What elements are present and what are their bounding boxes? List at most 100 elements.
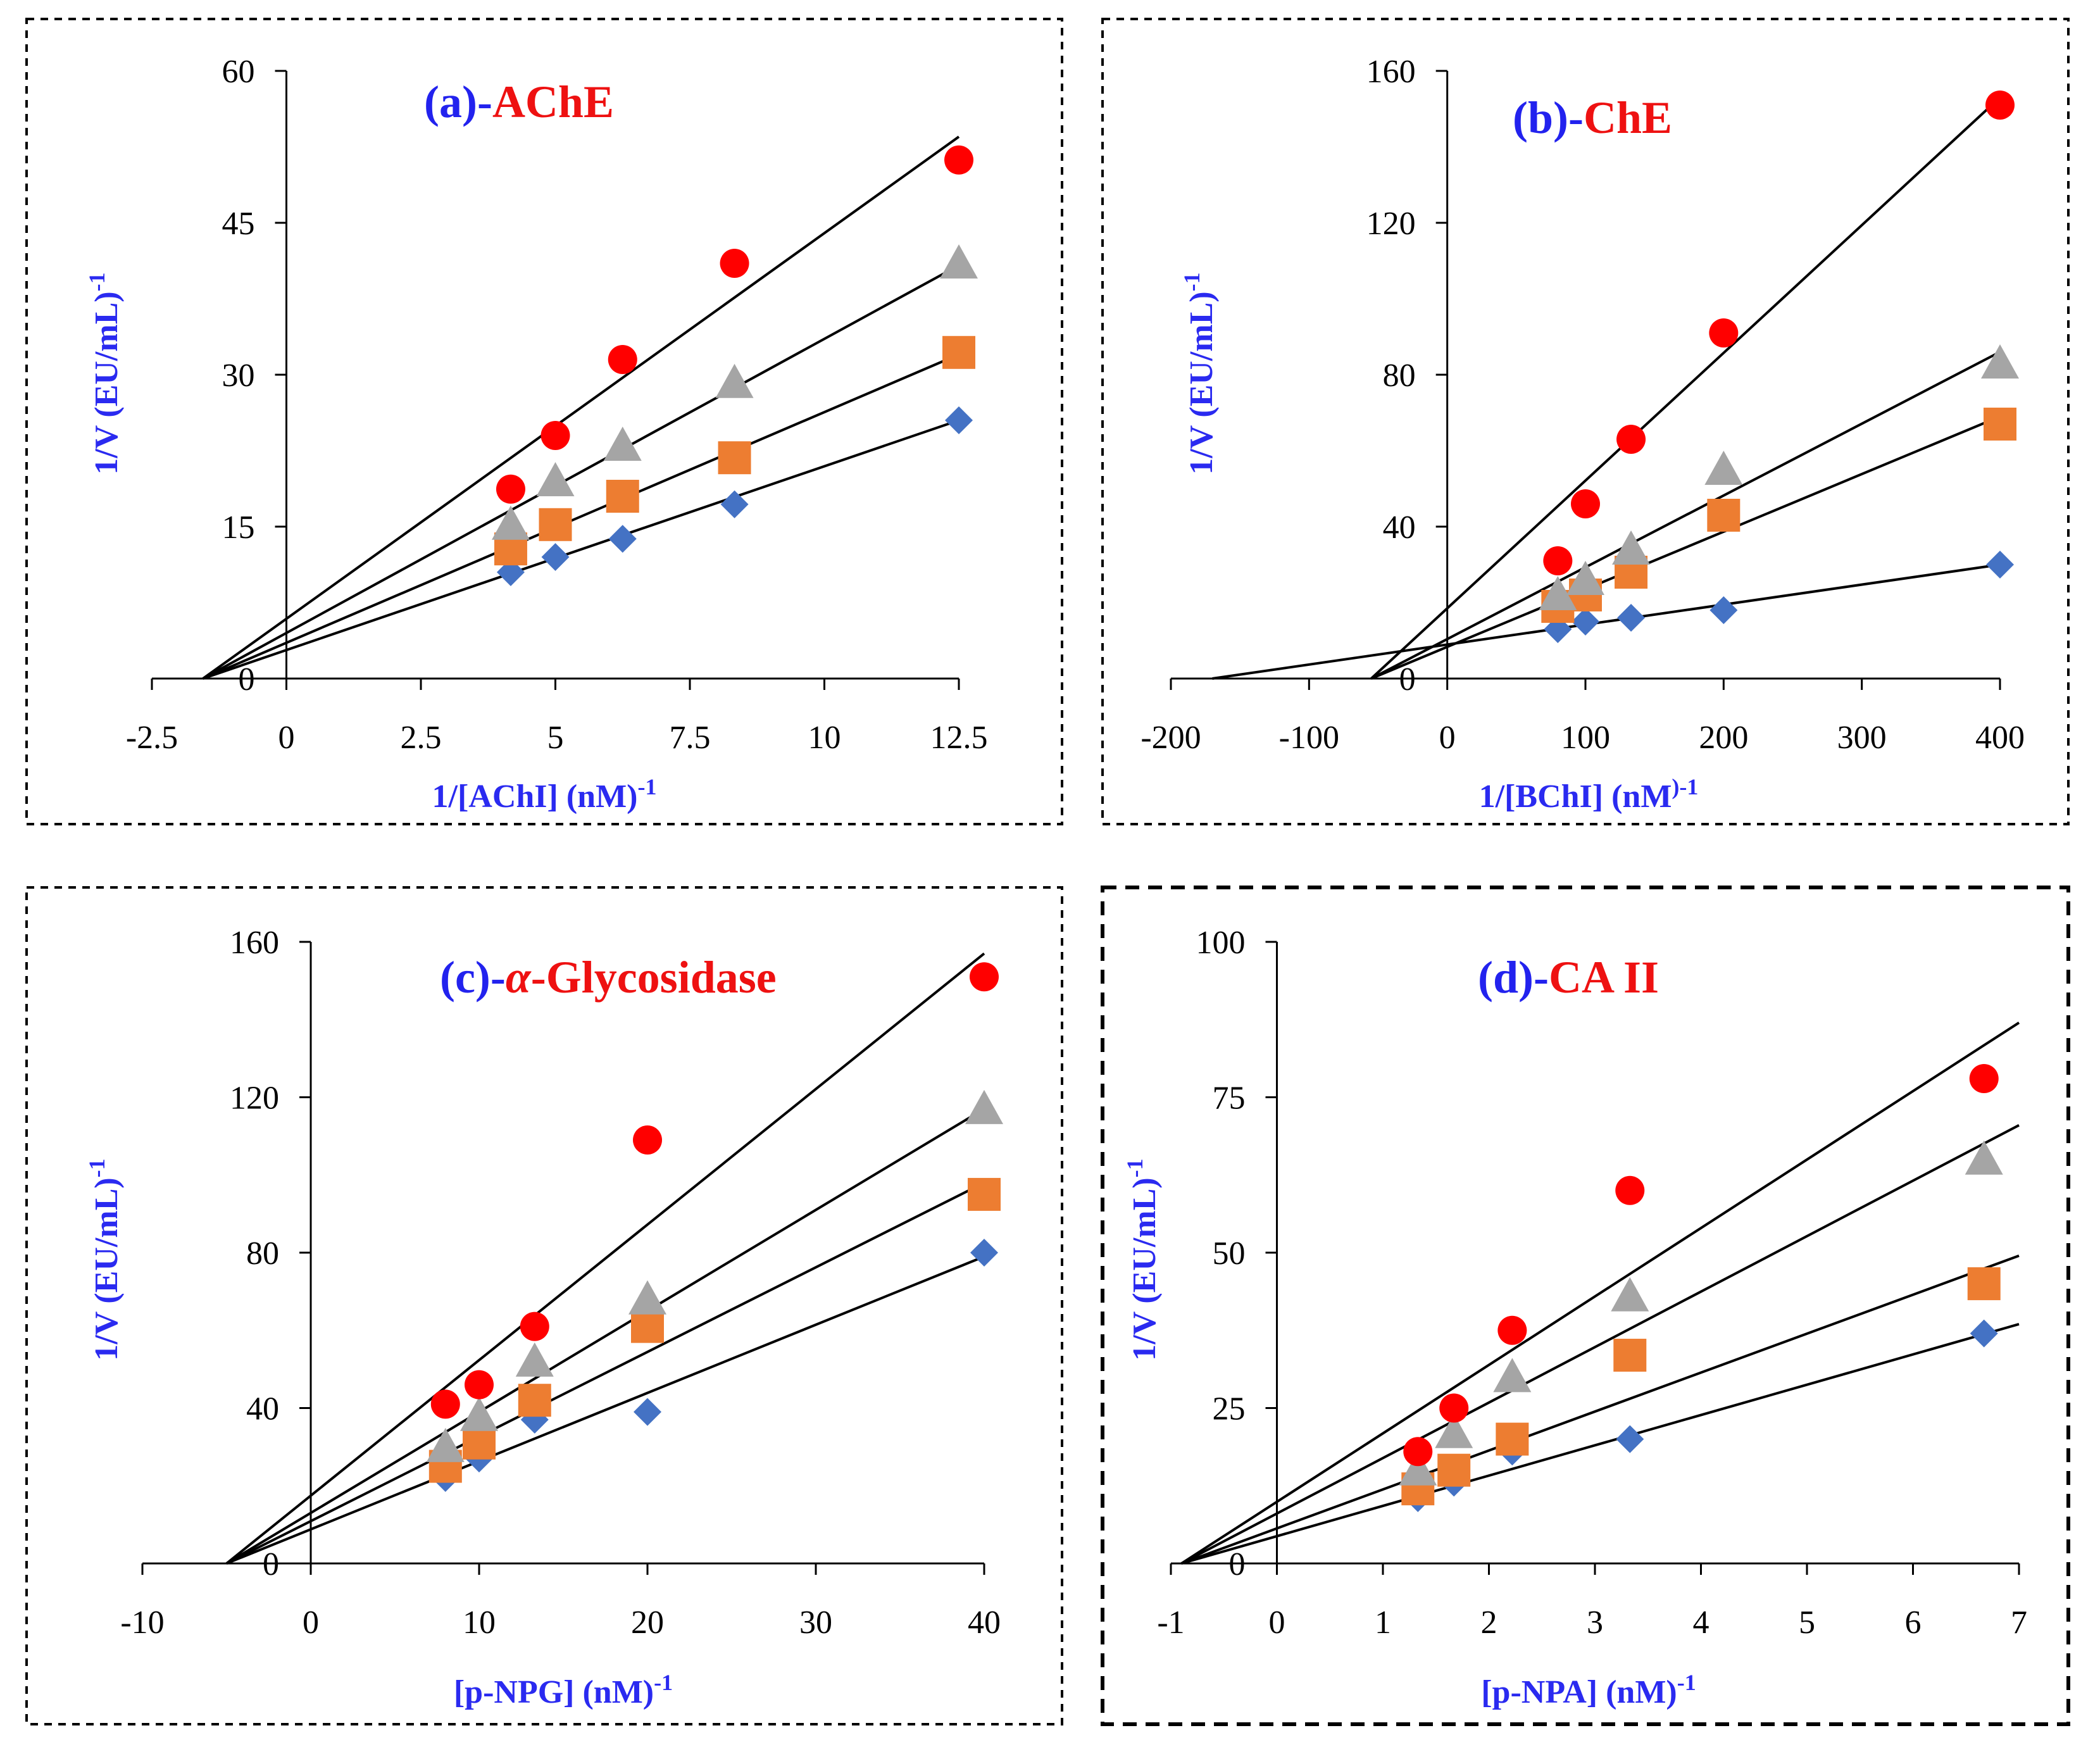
x-tick-label: -10	[120, 1605, 164, 1641]
title-prefix: (a)-	[424, 77, 492, 127]
triangle-marker	[1704, 451, 1743, 485]
title-name: AChE	[492, 77, 614, 127]
triangle-marker	[1539, 576, 1577, 610]
fit-line	[1180, 1021, 2020, 1565]
title-alpha: α	[506, 952, 532, 1003]
y-axis-label: 1/V (EU/mL)-1	[1122, 1158, 1163, 1360]
diamond-marker	[1572, 608, 1599, 636]
y-tick-label: 0	[1229, 1546, 1246, 1582]
fit-line	[1370, 415, 2001, 680]
triangle-marker	[515, 1342, 554, 1377]
y-tick-label: 0	[1399, 661, 1416, 698]
triangle-marker	[1399, 1451, 1437, 1486]
triangle-marker	[715, 363, 754, 398]
x-tick-label: 300	[1837, 720, 1887, 756]
circle-marker	[1571, 489, 1600, 518]
square-marker	[1707, 499, 1741, 532]
circle-marker	[608, 345, 637, 374]
x-axis-label-main: 1/[AChI] (nM)	[432, 779, 638, 815]
x-tick-label: 7	[2011, 1605, 2027, 1641]
square-marker	[606, 480, 639, 513]
title-name: -Glycosidase	[531, 952, 777, 1003]
fit-line	[202, 353, 959, 680]
y-tick-label: 120	[230, 1080, 279, 1117]
y-tick-label: 100	[1196, 925, 1246, 961]
diamond-marker	[1709, 596, 1738, 624]
fit-line	[1212, 563, 2001, 680]
y-tick-label: 160	[1366, 54, 1416, 90]
square-marker	[1613, 1339, 1647, 1372]
y-tick-label: 50	[1213, 1236, 1246, 1272]
x-tick-label: 6	[1905, 1605, 1922, 1641]
square-marker	[631, 1310, 664, 1343]
circle-marker	[541, 421, 570, 450]
fit-line	[203, 419, 959, 680]
y-tick-label: 60	[222, 54, 255, 90]
x-tick-label: 4	[1693, 1605, 1709, 1641]
circle-marker	[1969, 1064, 1999, 1094]
diamond-marker	[970, 1239, 998, 1267]
y-tick-label: 30	[222, 358, 255, 394]
y-axis-label: 1/V (EU/mL)-1	[84, 1158, 125, 1360]
fit-line	[1370, 96, 2001, 680]
fit-line	[226, 1255, 985, 1565]
x-tick-label: 0	[278, 720, 295, 756]
circle-marker	[944, 145, 973, 175]
x-tick-label: 400	[1975, 720, 2025, 756]
x-tick-label: 100	[1561, 720, 1610, 756]
chart-title: (d)-CA II	[1478, 952, 1659, 1003]
x-tick-label: -200	[1141, 720, 1201, 756]
square-marker	[1496, 1422, 1529, 1456]
y-tick-label: 15	[222, 510, 255, 546]
fit-line	[225, 952, 985, 1565]
diamond-marker	[720, 490, 749, 518]
y-axis-label: 1/V (EU/mL)-1	[84, 272, 125, 474]
x-tick-label: 0	[1269, 1605, 1285, 1641]
square-marker	[463, 1426, 496, 1460]
y-tick-label: 0	[239, 661, 255, 698]
circle-marker	[496, 474, 525, 504]
triangle-marker	[1566, 561, 1604, 595]
panel-c-frame	[25, 886, 1063, 1725]
square-marker	[518, 1384, 551, 1417]
panel-c: -10 0 10 20 30 40 0 40 80 120 160 (c)-α-Glycosidase…	[84, 925, 1003, 1710]
x-tick-label: 7.5	[670, 720, 711, 756]
fit-line	[1181, 1323, 2020, 1565]
x-tick-label: 2	[1481, 1605, 1497, 1641]
y-tick-label: 40	[1383, 510, 1416, 546]
title-name: CA II	[1549, 952, 1659, 1003]
circle-marker	[1543, 546, 1573, 575]
y-tick-label: 160	[230, 925, 279, 961]
x-tick-label: 2.5	[401, 720, 442, 756]
chart-title: (a)-AChE	[424, 77, 614, 127]
circle-marker	[520, 1312, 549, 1341]
panel-d-frame	[1101, 886, 2070, 1726]
x-axis-label: 1/[BChI] (nM)-1	[1479, 774, 1699, 815]
y-axis-label-main: 1/V (EU/mL)	[89, 291, 125, 474]
y-tick-label: 0	[263, 1546, 279, 1582]
y-tick-label: 80	[246, 1236, 279, 1272]
x-tick-label: 1	[1375, 1605, 1391, 1641]
circle-marker	[465, 1370, 494, 1399]
x-tick-label: 5	[547, 720, 564, 756]
square-marker	[942, 335, 975, 369]
x-tick-label: 3	[1587, 1605, 1603, 1641]
circle-marker	[1497, 1315, 1527, 1345]
panel-a: -2.5 0 2.5 5 7.5 10 12.5 0 15 30 45 60 (a)-AChE 1/[AC…	[84, 54, 988, 815]
y-tick-label: 45	[222, 206, 255, 242]
fit-line	[225, 1108, 985, 1565]
y-axis-label-sup: -1	[1122, 1158, 1147, 1177]
diamond-marker	[1970, 1319, 1998, 1348]
y-axis-label-sup: -1	[84, 1158, 109, 1177]
triangle-marker	[1981, 344, 2019, 379]
triangle-marker	[603, 427, 642, 461]
x-tick-label: -2.5	[126, 720, 178, 756]
square-marker	[539, 508, 572, 541]
x-tick-label: 0	[303, 1605, 319, 1641]
diamond-marker	[945, 406, 973, 434]
y-axis-label: 1/V (EU/mL)-1	[1179, 272, 1220, 474]
circle-marker	[1985, 91, 2015, 120]
y-axis-label-sup: -1	[84, 272, 109, 291]
triangle-marker	[965, 1089, 1003, 1124]
